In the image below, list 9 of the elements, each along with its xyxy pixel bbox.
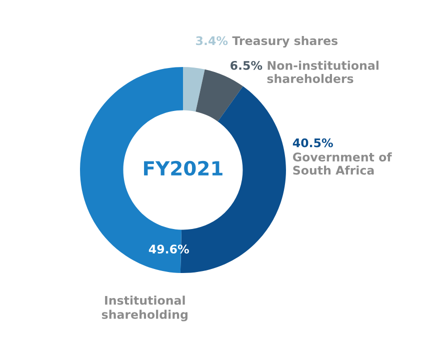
slice-label: Institutional shareholding: [102, 296, 188, 322]
data-label: 49.6%: [148, 244, 189, 254]
slice-label: Treasury shares: [232, 36, 338, 48]
data-label: 3.4%: [196, 36, 228, 46]
slice-label: Non-institutional shareholders: [267, 60, 378, 84]
text: FY2021: [144, 160, 222, 176]
data-label: 6.5%: [230, 60, 262, 70]
data-label: 40.5%: [292, 138, 333, 148]
slice-label: Government of South Africa: [292, 152, 392, 175]
